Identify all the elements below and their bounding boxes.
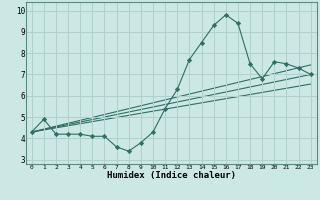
X-axis label: Humidex (Indice chaleur): Humidex (Indice chaleur) xyxy=(107,171,236,180)
